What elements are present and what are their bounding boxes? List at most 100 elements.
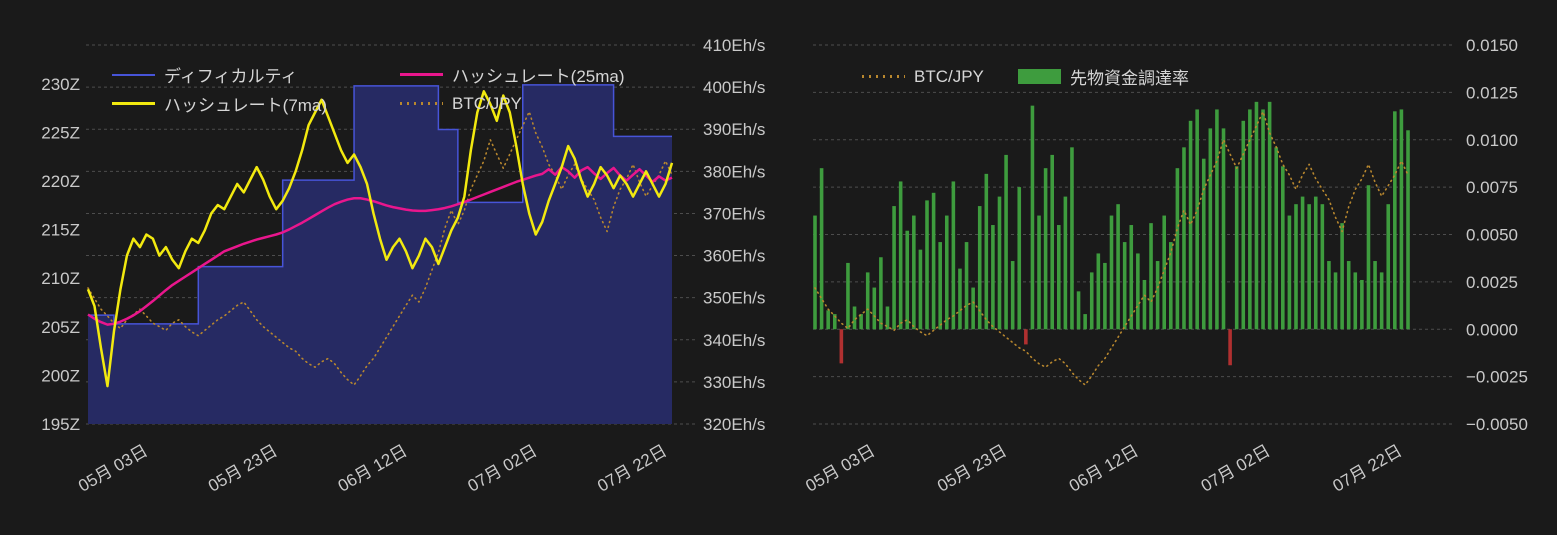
funding-rate-bar [872,287,877,330]
funding-rate-bar [1333,272,1338,330]
legend-item-funding-rate[interactable]: 先物資金調達率 [1018,64,1189,89]
right-axis-tick-label: 0.0025 [1466,273,1518,292]
funding-rate-bar [1313,196,1318,330]
funding-rate-bar [832,314,837,330]
right-axis-tick-label: 340Eh/s [703,331,765,350]
legend-item-hashrate-7ma[interactable]: ハッシュレート(7ma) [112,91,400,116]
left-axis-tick-label: 205Z [41,318,80,337]
difficulty-area [88,84,672,424]
funding-rate-bar [1399,109,1404,330]
legend-item-btcjpy[interactable]: BTC/JPY [400,94,522,114]
funding-rate-bar [1406,130,1410,330]
right-axis-tick-label: 400Eh/s [703,78,765,97]
x-axis-tick-label: 07月 02日 [1198,441,1274,496]
btcjpy-dotted-swatch [400,102,443,105]
funding-rate-bar [1109,215,1114,330]
legend-label-btcjpy: BTC/JPY [452,93,522,113]
funding-rate-bar [918,249,923,330]
right-axis-tick-label: −0.0025 [1466,368,1528,387]
right-axis-tick-label: 0.0050 [1466,226,1518,245]
funding-rate-bar [1004,154,1008,330]
funding-rate-bar [944,215,949,330]
x-axis-tick-label: 05月 03日 [802,441,878,496]
funding-rate-bar [846,262,850,330]
funding-rate-bar [925,200,929,330]
funding-rate-bar [813,215,817,330]
x-axis-tick-label: 06月 12日 [335,441,411,496]
funding-rate-bar [1215,109,1219,330]
funding-rate-bar [938,242,942,330]
funding-rate-bar [931,192,936,330]
funding-rate-bar [1386,204,1391,330]
funding-rate-bar [879,257,883,330]
x-axis-tick-label: 05月 23日 [205,441,281,496]
x-axis-tick-label: 07月 22日 [594,441,670,496]
legend-item-btcjpy-right[interactable]: BTC/JPY [862,67,1018,87]
funding-rate-bar [1050,154,1054,330]
funding-rate-bar [1254,101,1259,330]
right-axis-tick-label: 350Eh/s [703,289,765,308]
funding-rate-bar [885,306,890,330]
legend-row: BTC/JPY 先物資金調達率 [862,62,1189,91]
x-axis-tick-label: 05月 03日 [75,441,151,496]
funding-rate-chart: −0.0050 −0.0025 0.0000 0.0025 0.0050 0.0075 0.… [802,36,1528,496]
funding-rate-bar [859,314,863,330]
right-axis-tick-label: 0.0100 [1466,131,1518,150]
left-axis-tick-label: 210Z [41,269,80,288]
left-axis-tick-label: 215Z [41,221,80,240]
funding-rate-bar [1366,185,1371,330]
left-axis-tick-label: 200Z [41,366,80,385]
left-axis-tick-label: 195Z [41,415,80,434]
funding-rate-bar [1294,204,1298,330]
funding-rate-bar [997,196,1002,330]
right-axis-tick-label: 0.0000 [1466,320,1518,339]
funding-rate-bar [892,206,896,330]
funding-rate-bar [1267,101,1272,330]
legend-label-hashrate-25ma: ハッシュレート(25ma) [452,67,625,86]
right-axis-tick-label: 390Eh/s [703,120,765,139]
funding-rate-bar [819,168,824,330]
right-chart-legend: BTC/JPY 先物資金調達率 [862,62,1189,91]
funding-rate-bar [1129,225,1134,330]
funding-rate-bar [1281,166,1285,330]
legend-label-difficulty: ディフィカルティ [164,67,298,86]
funding-rate-bar [1248,109,1252,330]
funding-rate-bar [1155,261,1160,330]
legend-label-hashrate-7ma: ハッシュレート(7ma) [164,96,328,115]
funding-rate-bar [1287,215,1292,330]
funding-rate-bar [1136,253,1140,330]
legend-label-funding-rate: 先物資金調達率 [1070,69,1189,88]
legend-item-difficulty[interactable]: ディフィカルティ [112,62,400,87]
funding-rate-bar [1056,225,1061,330]
funding-rate-bar [1010,261,1015,330]
funding-rate-bar [1089,272,1094,330]
funding-rate-bar [1393,111,1397,330]
funding-rate-bar [1116,204,1120,330]
btcjpy-dotted-line [87,110,673,386]
funding-rate-bar [951,181,956,330]
left-chart-legend: ディフィカルティ ハッシュレート(25ma) ハッシュレート(7ma) BTC/… [112,60,625,118]
funding-rate-bar [971,287,975,330]
funding-rate-bar [1353,272,1358,330]
funding-rate-bar [1195,109,1199,330]
funding-rate-bar [898,181,903,330]
funding-rate-bar [1182,147,1186,330]
funding-rate-bar [958,268,962,330]
funding-rate-bar [1307,204,1311,330]
right-axis-tick-label: 0.0125 [1466,83,1518,102]
funding-rate-bar [852,306,857,330]
left-axis-tick-label: 220Z [41,172,80,191]
right-axis-tick-label: 380Eh/s [703,162,765,181]
funding-rate-bar [1175,168,1180,330]
funding-rate-bar [912,215,916,330]
series-line [86,90,674,388]
legend-item-hashrate-25ma[interactable]: ハッシュレート(25ma) [400,62,625,87]
funding-rate-bar-swatch [1018,69,1061,84]
legend-row: ディフィカルティ ハッシュレート(25ma) [112,60,625,89]
right-axis-tick-label: 410Eh/s [703,36,765,55]
right-axis-tick-label: 0.0075 [1466,178,1518,197]
right-axis-tick-label: 330Eh/s [703,373,765,392]
right-axis-tick-label: 320Eh/s [703,415,765,434]
